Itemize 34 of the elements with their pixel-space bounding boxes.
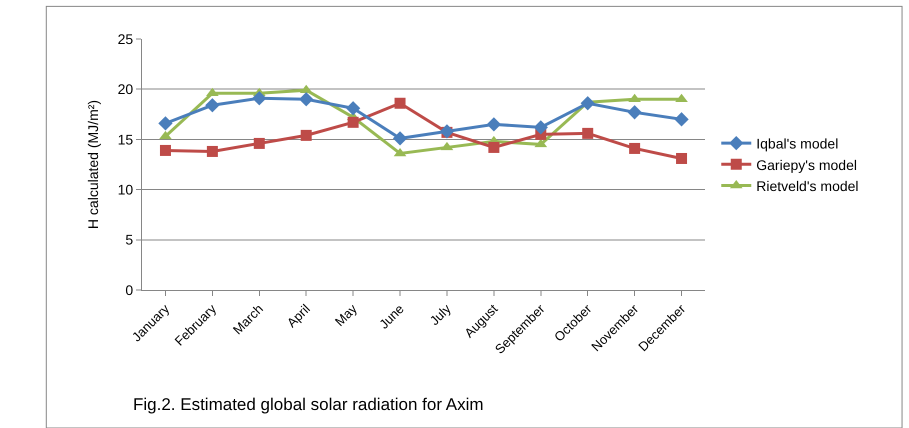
point	[582, 128, 594, 139]
y-tick-label: 20	[118, 81, 134, 98]
y-tick-label: 25	[118, 30, 134, 47]
caption: Fig.2. Estimated global solar radiation for Axim	[133, 395, 484, 414]
point	[205, 98, 220, 112]
legend-label: Rietveld's model	[756, 178, 859, 194]
point	[580, 96, 595, 110]
y-tick-label: 15	[118, 131, 134, 148]
y-axis-title: H calculated (MJ/m²)	[85, 100, 102, 230]
point	[488, 142, 500, 153]
point	[300, 130, 312, 141]
point	[674, 112, 689, 126]
point	[160, 144, 171, 156]
point	[629, 142, 640, 154]
point	[486, 117, 502, 132]
point	[348, 116, 359, 128]
x-tick-label: May	[332, 300, 360, 330]
legend-label: Gariepy's model	[756, 156, 857, 173]
point	[676, 152, 688, 164]
point	[346, 101, 360, 116]
point	[299, 92, 314, 106]
point	[394, 98, 406, 109]
y-tick-label: 0	[125, 282, 134, 298]
point	[627, 105, 642, 120]
point	[158, 116, 173, 130]
point	[392, 131, 408, 146]
y-tick-label: 5	[125, 232, 134, 248]
point	[534, 120, 548, 134]
point	[206, 146, 218, 157]
legend-label: Iqbal's model	[756, 136, 838, 152]
point	[252, 91, 266, 106]
x-tick-label: July	[426, 300, 454, 328]
point	[254, 138, 265, 149]
y-tick-label: 10	[118, 182, 134, 198]
